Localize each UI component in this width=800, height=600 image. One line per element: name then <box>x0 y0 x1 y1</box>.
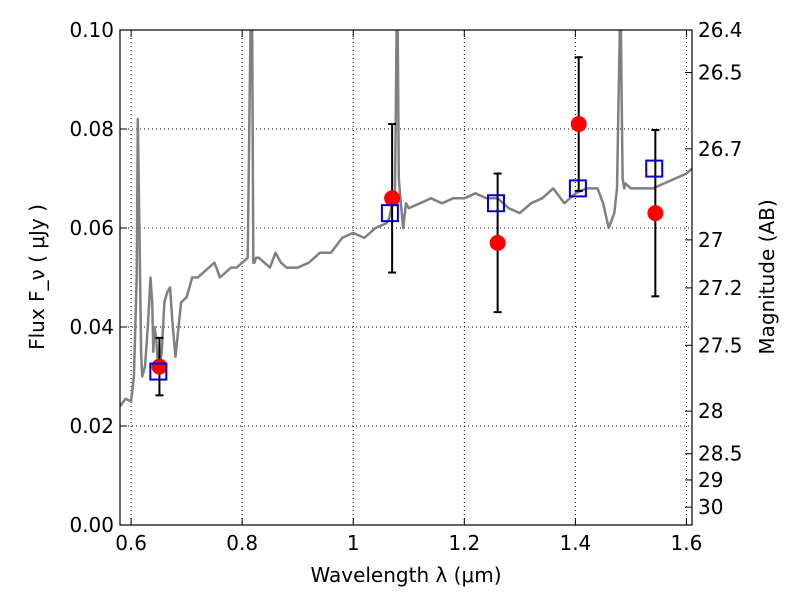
x-tick-label: 1.6 <box>671 531 703 555</box>
x-axis-label: Wavelength λ (μm) <box>310 563 501 587</box>
right-tick-label: 28.5 <box>698 442 743 466</box>
right-tick-label: 26.5 <box>698 61 743 85</box>
right-tick-label: 27 <box>698 228 723 252</box>
data-point-circle <box>384 190 401 207</box>
y-axis-label: Flux F_ν ( μJy ) <box>25 204 49 350</box>
right-tick-label: 27.2 <box>698 276 743 300</box>
right-tick-label: 29 <box>698 468 723 492</box>
y-axis-label-right: Magnitude (AB) <box>755 199 779 354</box>
plot-frame <box>119 29 693 526</box>
data-point-square <box>149 362 168 381</box>
y-tick-label: 0.04 <box>69 315 114 339</box>
data-point-circle <box>570 116 587 133</box>
data-point-circle <box>151 358 168 375</box>
data-point-circle <box>489 234 506 251</box>
y-tick-label: 0.08 <box>69 117 114 141</box>
ticks: 0.6 0.8 1 1.2 1.4 1.6 0.00 0.02 0.04 0.06 0.08 0.10… <box>69 18 742 555</box>
y-tick-label: 0.00 <box>69 513 114 537</box>
data-point-square <box>486 194 505 213</box>
data-point-square <box>645 159 664 178</box>
data-point-square <box>568 179 587 198</box>
x-tick-label: 0.8 <box>226 531 258 555</box>
data-point-circle <box>647 205 664 222</box>
right-tick-label: 26.4 <box>698 18 743 42</box>
y-tick-label: 0.10 <box>69 18 114 42</box>
x-tick-label: 1.4 <box>559 531 591 555</box>
y-tick-label: 0.02 <box>69 414 114 438</box>
y-tick-label: 0.06 <box>69 216 114 240</box>
plot-area <box>120 30 692 407</box>
x-tick-label: 1 <box>347 531 360 555</box>
x-tick-label: 0.6 <box>115 531 147 555</box>
right-tick-label: 28 <box>698 399 723 423</box>
right-tick-label: 27.5 <box>698 333 743 357</box>
right-tick-label: 30 <box>698 495 723 519</box>
x-tick-label: 1.2 <box>448 531 480 555</box>
data-point-square <box>380 204 399 223</box>
right-tick-label: 26.7 <box>698 137 743 161</box>
